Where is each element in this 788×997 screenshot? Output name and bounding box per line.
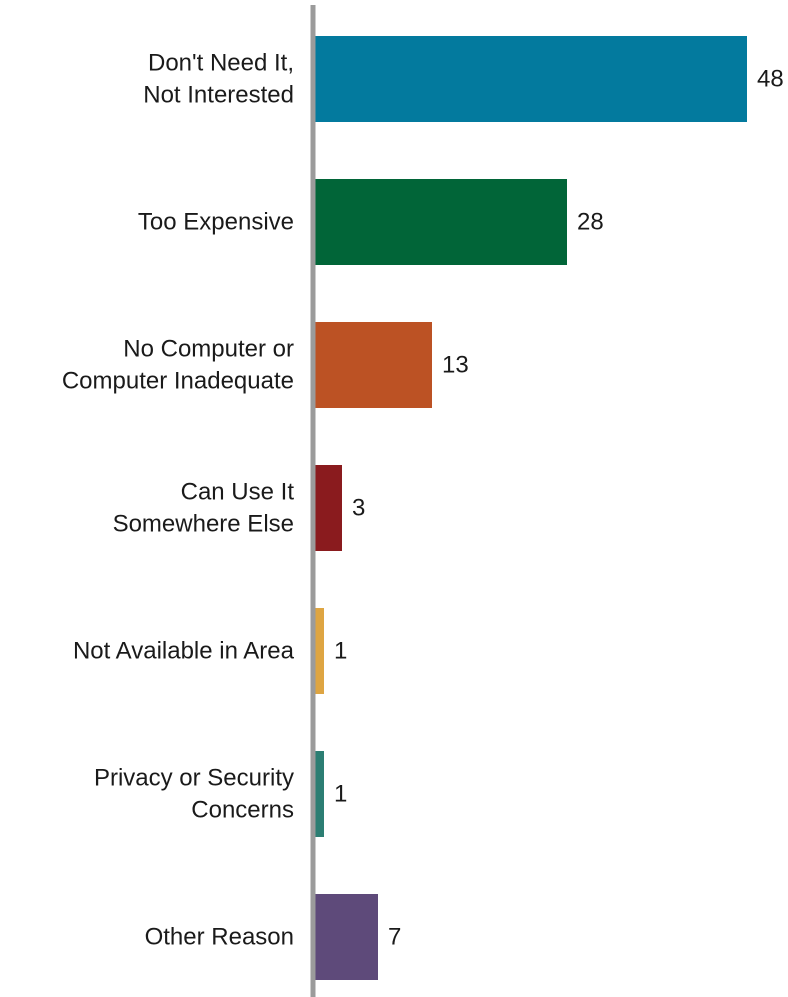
bar-0 [315, 36, 747, 122]
category-label-line: Can Use It [181, 479, 295, 506]
category-label-line: Too Expensive [138, 209, 294, 236]
category-label-1: Too Expensive [138, 209, 294, 236]
category-label-line: No Computer or [123, 336, 294, 363]
value-label-4: 1 [334, 638, 347, 665]
category-label-line: Other Reason [145, 924, 294, 951]
category-label-4: Not Available in Area [73, 638, 295, 665]
bars-layer [315, 36, 747, 980]
category-label-line: Don't Need It, [148, 50, 294, 77]
category-label-line: Computer Inadequate [62, 368, 294, 395]
labels-layer: 48 Don't Need It, Not Interested 28 Too Expe… [62, 50, 784, 951]
category-label-line: Not Interested [143, 82, 294, 109]
category-label-line: Not Available in Area [73, 638, 295, 665]
category-label-5: Privacy or Security Concerns [94, 765, 294, 824]
category-label-2: No Computer or Computer Inadequate [62, 336, 294, 395]
value-label-0: 48 [757, 66, 784, 93]
value-label-2: 13 [442, 352, 469, 379]
value-label-3: 3 [352, 495, 365, 522]
bar-2 [315, 322, 432, 408]
bar-6 [315, 894, 378, 980]
category-label-6: Other Reason [145, 924, 294, 951]
category-label-3: Can Use It Somewhere Else [113, 479, 295, 538]
bar-3 [315, 465, 342, 551]
category-label-line: Privacy or Security [94, 765, 294, 792]
category-label-line: Concerns [191, 797, 294, 824]
value-label-1: 28 [577, 209, 604, 236]
value-label-5: 1 [334, 781, 347, 808]
value-label-6: 7 [388, 924, 401, 951]
bar-5 [315, 751, 324, 837]
category-label-line: Somewhere Else [113, 511, 294, 538]
bar-1 [315, 179, 567, 265]
category-label-0: Don't Need It, Not Interested [143, 50, 294, 109]
bar-4 [315, 608, 324, 694]
